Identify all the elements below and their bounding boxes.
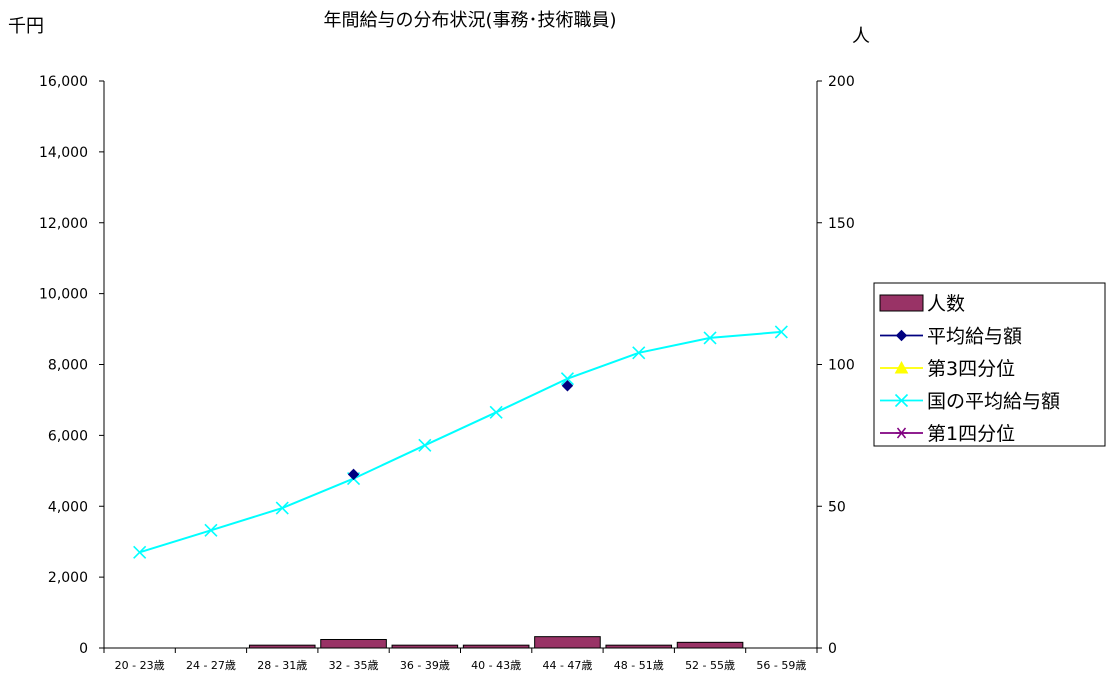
x-marker-stroke — [703, 331, 717, 345]
bar — [534, 636, 601, 649]
x-marker-stroke — [204, 523, 218, 537]
left-axis-tick-label: 4,000 — [48, 499, 88, 515]
legend-marker — [894, 393, 909, 408]
x-axis-tick-label: 44 - 47歳 — [542, 659, 592, 672]
bar — [605, 644, 673, 649]
left-axis-tick-label: 10,000 — [39, 287, 88, 303]
left-axis-tick-label: 16,000 — [39, 74, 88, 90]
x-marker-stroke — [489, 405, 503, 419]
legend-label: 第1四分位 — [927, 423, 1015, 445]
bar — [248, 644, 316, 649]
left-axis-unit: 千円 — [8, 16, 44, 37]
legend-item: 第1四分位 — [880, 423, 1015, 445]
legend-label: 平均給与額 — [927, 326, 1022, 348]
line-point — [418, 438, 432, 452]
x-marker-stroke — [133, 545, 147, 559]
left-axis-tick-label: 14,000 — [39, 145, 88, 161]
x-axis-tick-label: 32 - 35歳 — [329, 659, 379, 672]
x-axis-tick-label: 20 - 23歳 — [115, 659, 165, 672]
left-axis-tick-label: 2,000 — [48, 570, 88, 586]
plot-area: 0 2,000 4,000 6,000 8,000 10,000 12,000 14,000 1… — [39, 74, 855, 672]
legend-label: 人数 — [927, 293, 965, 315]
chart-title: 年間給与の分布状況(事務･技術職員) — [323, 10, 616, 31]
left-axis-tick-label: 12,000 — [39, 216, 88, 232]
left-axis-tick-label: 8,000 — [48, 358, 88, 374]
series-line — [139, 330, 782, 554]
x-axis-tick-label: 36 - 39歳 — [400, 659, 450, 672]
left-axis-tick-label: 0 — [79, 641, 88, 657]
line-point — [489, 405, 503, 419]
bar — [391, 644, 459, 649]
left-axis-tick-label: 6,000 — [48, 428, 88, 444]
right-axis-unit: 人 — [852, 26, 870, 47]
legend-marker — [894, 360, 909, 374]
line-point — [275, 501, 289, 515]
x-marker-stroke — [632, 346, 646, 360]
star-marker-stroke — [896, 427, 907, 439]
right-axis-tick-label: 0 — [828, 641, 837, 657]
legend-marker — [895, 427, 908, 439]
x-axis-tick-label: 28 - 31歳 — [257, 659, 307, 672]
legend-item: 第3四分位 — [880, 358, 1015, 380]
line-point — [204, 523, 218, 537]
x-axis-tick-label: 52 - 55歳 — [685, 659, 735, 672]
line-point — [774, 325, 788, 339]
legend-marker — [895, 329, 908, 342]
x-marker-stroke — [418, 438, 432, 452]
legend-item: 人数 — [879, 293, 965, 315]
point — [347, 468, 360, 481]
legend-item: 平均給与額 — [880, 326, 1022, 348]
legend-label: 国の平均給与額 — [927, 391, 1060, 413]
x-axis-tick-label: 40 - 43歳 — [471, 659, 521, 672]
legend-swatch — [879, 294, 924, 312]
right-axis-tick-label: 100 — [828, 358, 855, 374]
x-marker-stroke — [275, 501, 289, 515]
legend-label: 第3四分位 — [927, 358, 1015, 380]
x-axis-tick-label: 56 - 59歳 — [756, 659, 806, 672]
line-point — [703, 331, 717, 345]
x-marker-stroke — [560, 372, 575, 386]
x-axis-tick-label: 24 - 27歳 — [186, 659, 236, 672]
point — [561, 380, 574, 392]
right-axis-tick-label: 200 — [828, 74, 855, 90]
line-point — [560, 372, 575, 386]
right-axis-tick-label: 50 — [828, 499, 846, 515]
bar — [676, 641, 744, 649]
x-axis-tick-label: 48 - 51歳 — [614, 659, 664, 672]
bar — [320, 638, 387, 649]
right-axis-tick-label: 150 — [828, 216, 855, 232]
bar — [462, 644, 530, 649]
x-marker-stroke — [774, 325, 788, 339]
line-point — [632, 346, 646, 360]
x-marker-stroke — [894, 393, 909, 408]
line-point — [133, 545, 147, 559]
legend-item: 国の平均給与額 — [880, 391, 1060, 413]
